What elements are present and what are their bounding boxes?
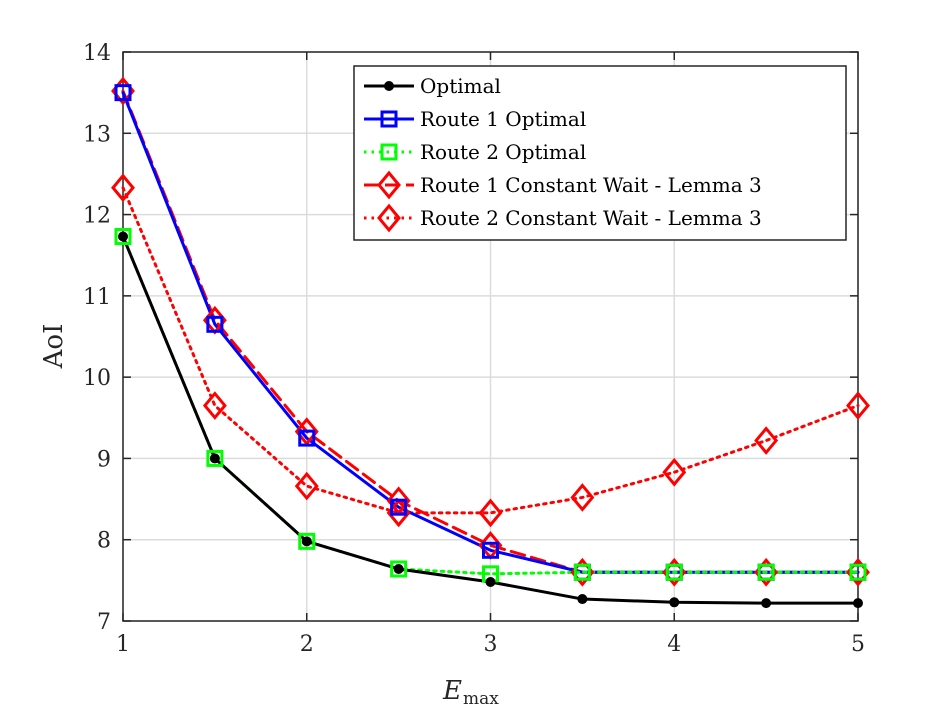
series-3-point	[573, 563, 591, 581]
y-tick-label: 9	[97, 447, 111, 472]
series-5-line	[121, 186, 860, 515]
legend-label: Route 2 Optimal	[420, 140, 586, 164]
series-3-point	[206, 449, 224, 467]
series-2-point	[298, 429, 316, 447]
series-1-point	[485, 576, 496, 587]
series-1-point	[761, 598, 772, 609]
series-1-point	[669, 597, 680, 608]
y-tick-label: 7	[97, 610, 111, 635]
series-2-point	[482, 541, 499, 559]
legend-label: Route 1 Constant Wait - Lemma 3	[420, 173, 762, 197]
series-3-point	[390, 560, 408, 578]
series-3-point	[665, 563, 683, 581]
series-4-line	[121, 89, 860, 574]
x-tick-label: 3	[484, 632, 498, 657]
series-1-point	[118, 231, 128, 242]
series-3-point	[849, 563, 867, 581]
x-tick-label: 2	[300, 632, 314, 657]
y-tick-label: 11	[83, 285, 111, 310]
series-2-point	[390, 498, 408, 516]
series-5-point	[662, 457, 687, 487]
legend-swatch-marker	[380, 110, 398, 128]
x-axis-label-subscript: max	[463, 689, 499, 709]
x-tick-label: 4	[667, 632, 681, 657]
y-tick-label: 14	[83, 41, 111, 66]
series-5-point	[294, 471, 319, 501]
legend-label: Route 1 Optimal	[420, 107, 586, 131]
legend-swatch-marker	[384, 81, 394, 91]
series-1-point	[577, 594, 588, 605]
legend-label: Route 2 Constant Wait - Lemma 3	[420, 206, 762, 230]
x-tick-label: 5	[851, 632, 865, 657]
legend-label: Optimal	[420, 74, 501, 98]
x-axis-label: E	[442, 676, 462, 706]
y-tick-label: 10	[83, 366, 111, 391]
legend-swatch-marker	[380, 143, 398, 161]
series-2-point	[206, 315, 224, 333]
y-tick-label: 12	[83, 204, 111, 229]
series-5-point	[111, 173, 135, 203]
series-1-point	[301, 536, 312, 547]
legend-swatch-marker	[377, 170, 401, 200]
legend-swatch-marker	[377, 203, 401, 233]
series-1-point	[853, 598, 863, 609]
series-5-point	[846, 391, 870, 420]
y-tick-label: 13	[83, 122, 111, 147]
y-axis-label: AoI	[39, 324, 69, 370]
markers-layer	[111, 76, 870, 609]
series-1-point	[393, 563, 404, 574]
x-tick-label: 1	[116, 632, 130, 657]
series-1-point	[209, 453, 220, 464]
y-tick-label: 8	[97, 529, 111, 554]
series-3-point	[298, 532, 316, 550]
series-5-point	[478, 498, 503, 528]
series-5-point	[202, 391, 227, 420]
legend: Optimal Route 1 Optimal Route 2 Optimal Rou…	[353, 65, 847, 241]
legend-box	[353, 65, 847, 241]
series-4-point	[386, 486, 411, 516]
series-3-point	[114, 228, 132, 246]
series-4-point	[294, 417, 319, 446]
series-5-point	[570, 483, 595, 512]
series-3-point	[757, 563, 775, 581]
series-5-point	[754, 426, 779, 455]
series-2-point	[114, 84, 132, 102]
